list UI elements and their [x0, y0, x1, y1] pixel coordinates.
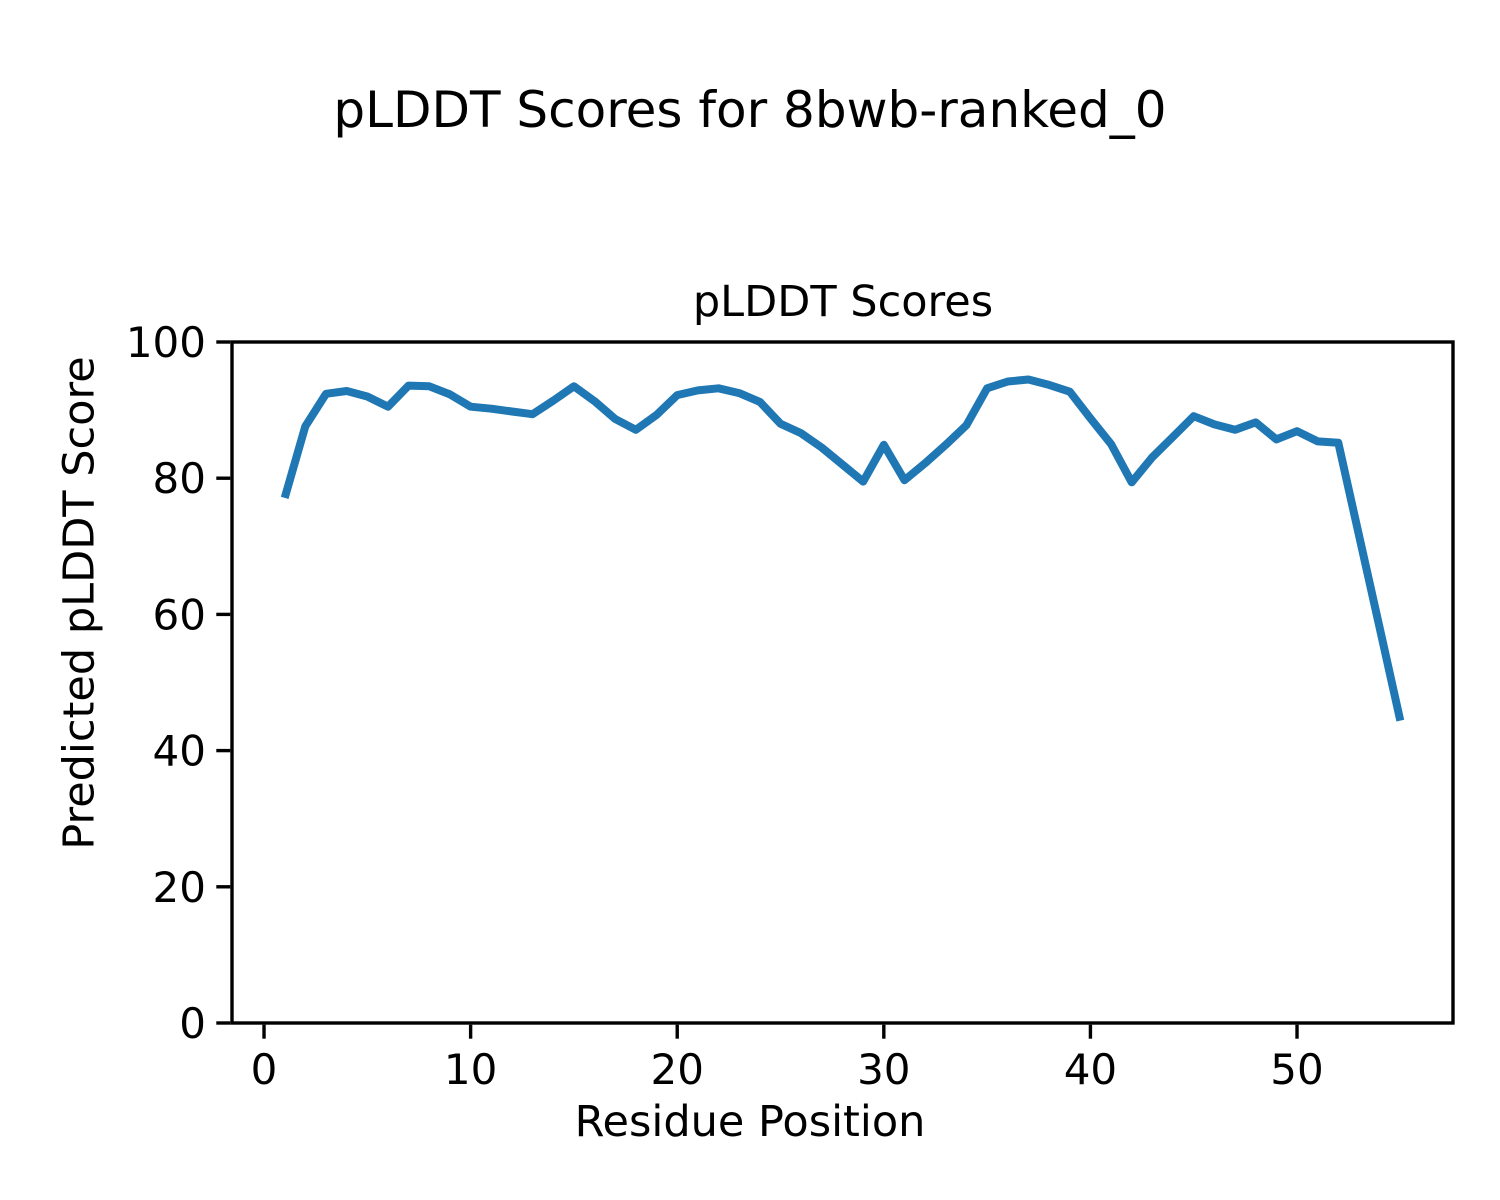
x-axis-label: Residue Position	[574, 1097, 926, 1147]
y-tick-label: 80	[153, 454, 206, 503]
x-tick-label: 30	[857, 1045, 910, 1094]
y-tick-label: 40	[153, 727, 206, 776]
y-tick-label: 100	[126, 318, 206, 367]
axes-box	[230, 340, 1455, 1025]
x-tick-label: 50	[1270, 1045, 1323, 1094]
y-axis-label: Predicted pLDDT Score	[54, 356, 105, 850]
plddt-score-line	[280, 375, 1405, 722]
y-tick-label: 60	[153, 590, 206, 639]
figure-title: pLDDT Scores for 8bwb-ranked_0	[333, 81, 1167, 139]
x-tick-label: 20	[650, 1045, 703, 1094]
axes-title: pLDDT Scores	[692, 277, 994, 327]
x-tick-label: 40	[1064, 1045, 1117, 1094]
x-tick-label: 0	[251, 1045, 278, 1094]
x-tick-label: 10	[444, 1045, 497, 1094]
y-tick-label: 0	[179, 999, 206, 1048]
y-tick-label: 20	[153, 863, 206, 912]
